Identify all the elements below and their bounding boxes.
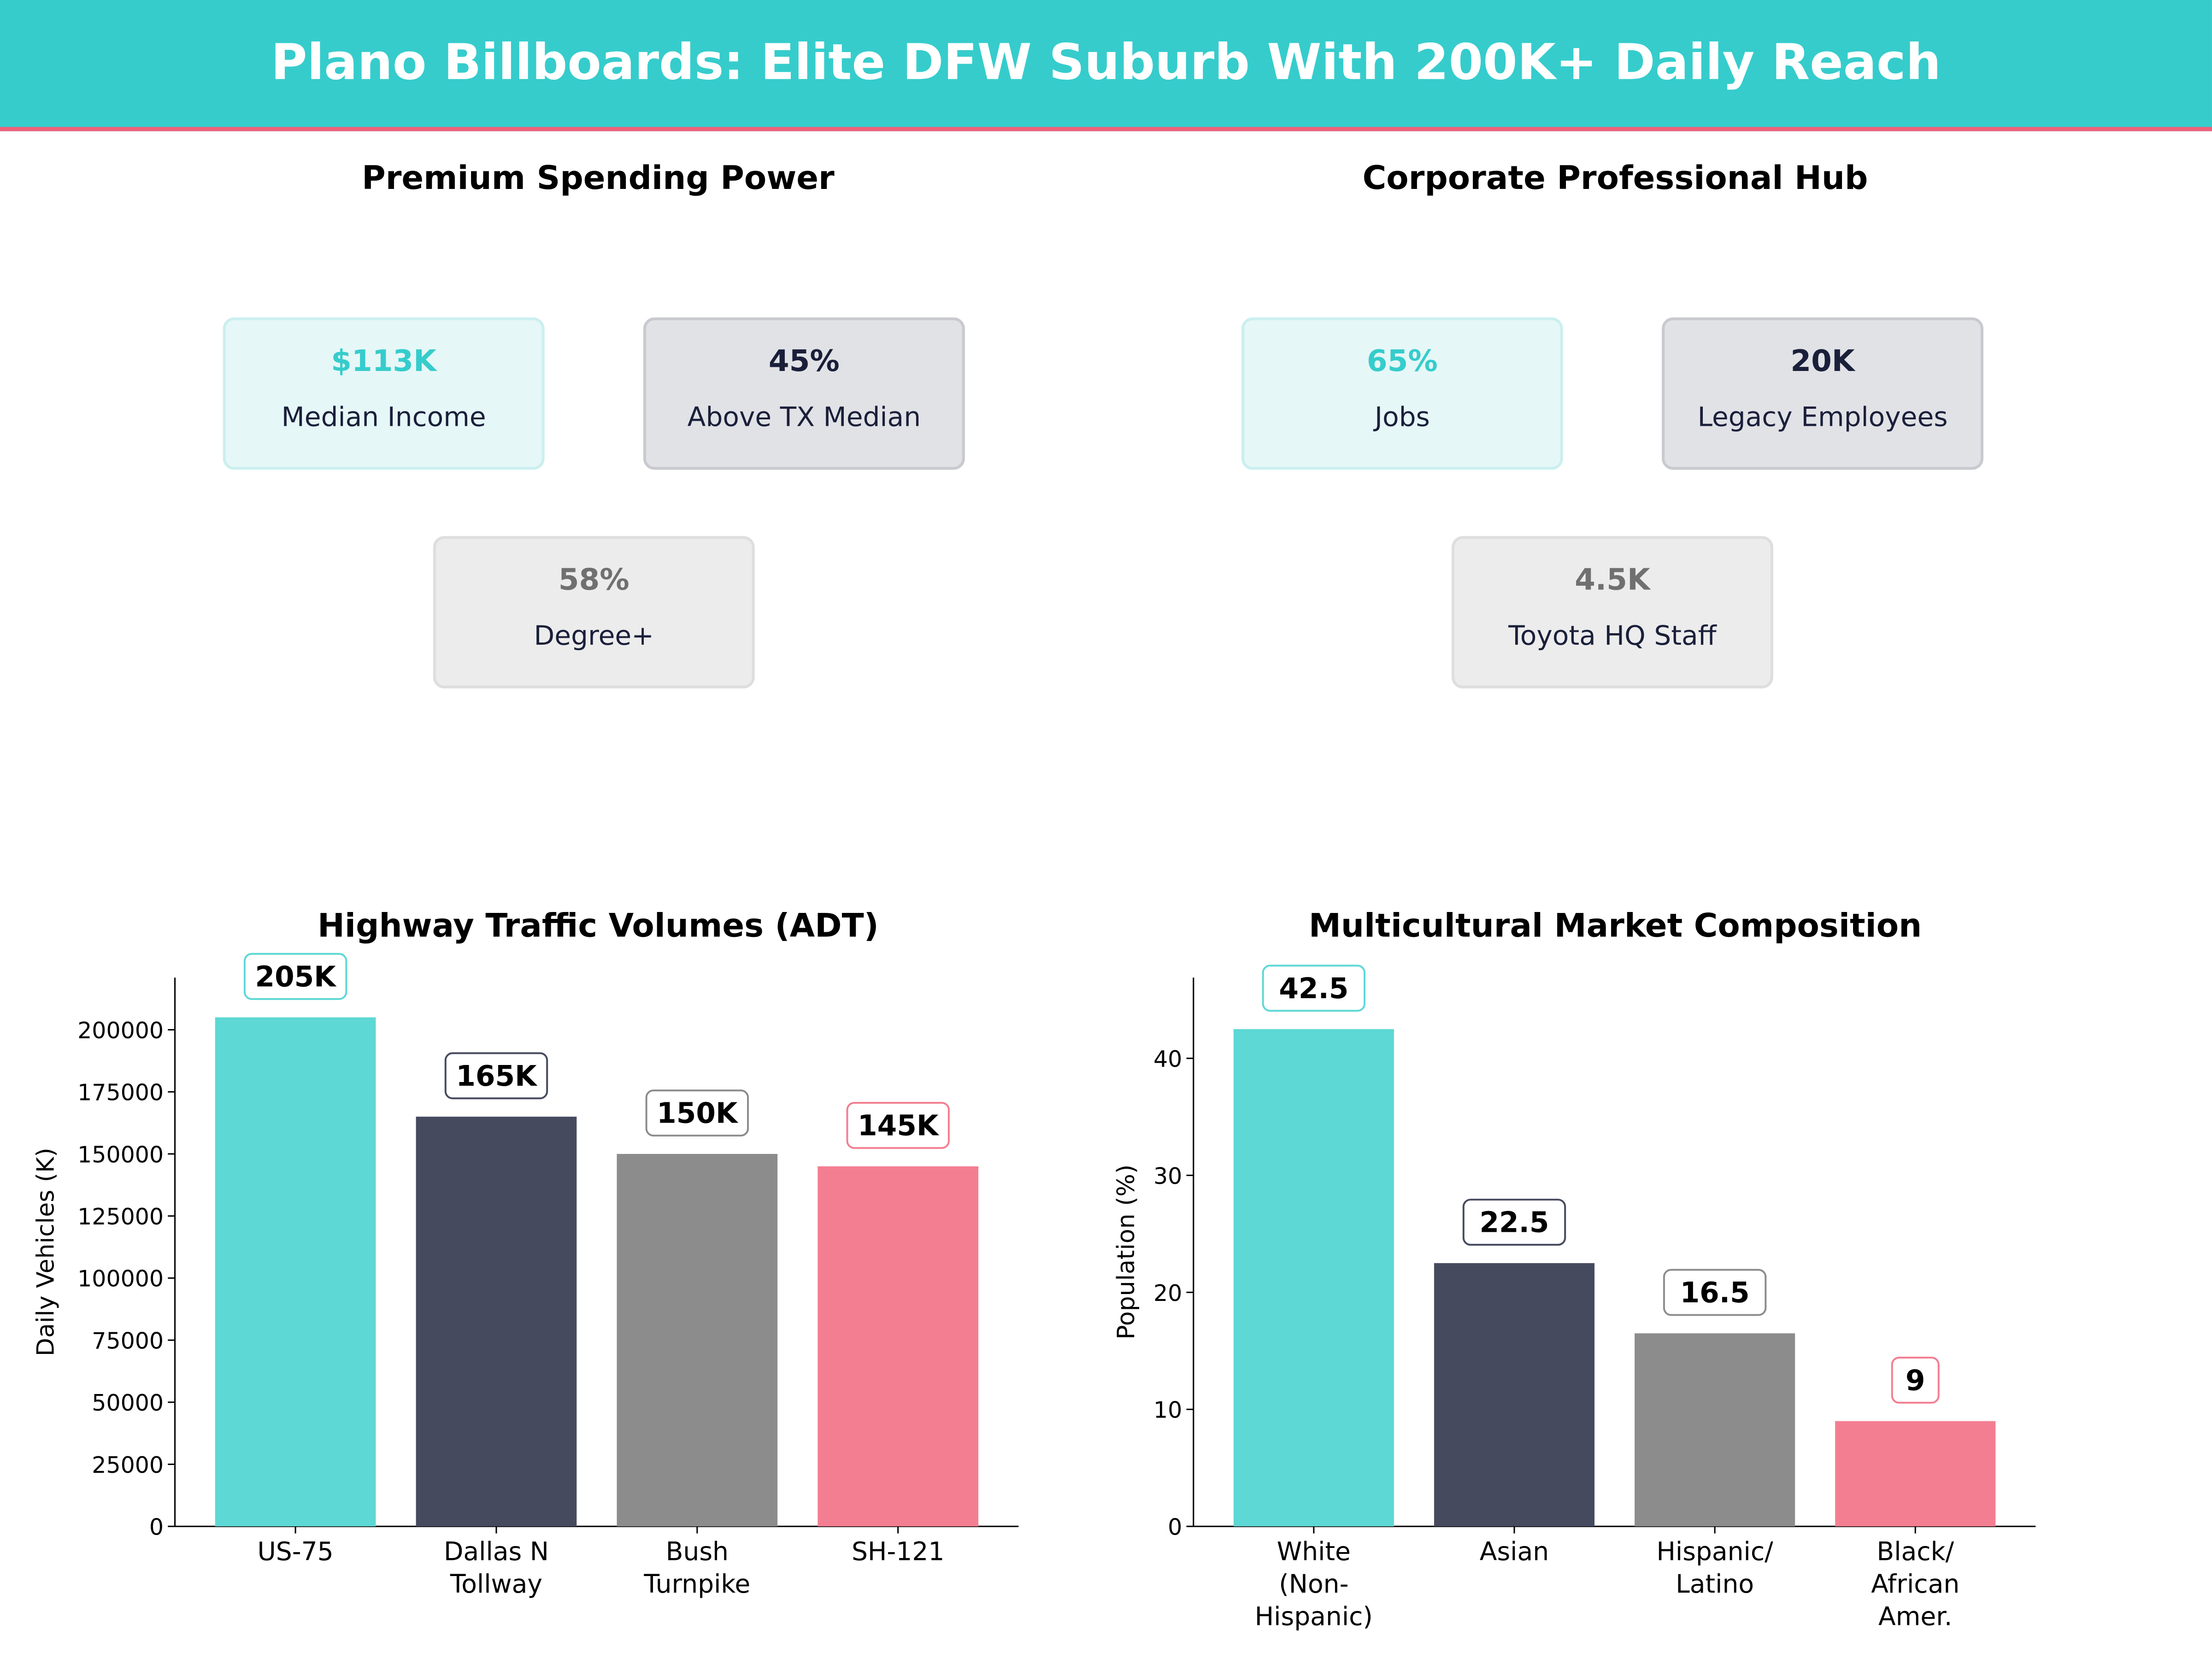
stat-card-degree: 58% Degree+ bbox=[433, 536, 755, 688]
stat-label: Median Income bbox=[281, 402, 486, 433]
y-tick-label: 40 bbox=[1153, 1046, 1182, 1072]
data-label-box bbox=[1262, 965, 1366, 1012]
x-tick-label: Dallas N bbox=[444, 1537, 549, 1566]
chart-title-multicultural: Multicultural Market Composition bbox=[1308, 908, 1922, 946]
x-tick-label: Asian bbox=[1480, 1537, 1549, 1566]
x-tick-label: US-75 bbox=[257, 1537, 333, 1566]
stat-value: 20K bbox=[1790, 344, 1855, 378]
stat-card-median-income: $113K Median Income bbox=[223, 317, 545, 470]
y-tick-label: 75000 bbox=[92, 1328, 164, 1354]
stat-label: Above TX Median bbox=[687, 402, 921, 433]
data-label-box bbox=[1462, 1199, 1566, 1246]
y-tick-label: 200000 bbox=[77, 1018, 164, 1044]
data-label: 9 bbox=[1906, 1364, 1925, 1397]
stat-label: Toyota HQ Staff bbox=[1508, 620, 1717, 652]
stat-card-toyota-hq: 4.5K Toyota HQ Staff bbox=[1451, 536, 1773, 688]
x-tick-label: Black/ bbox=[1877, 1537, 1954, 1566]
stat-card-jobs: 65% Jobs bbox=[1241, 317, 1563, 470]
y-tick-label: 125000 bbox=[77, 1204, 164, 1230]
stat-value: 58% bbox=[558, 563, 629, 597]
y-tick-label: 30 bbox=[1153, 1163, 1182, 1189]
stat-card-legacy-employees: 20K Legacy Employees bbox=[1662, 317, 1984, 470]
stat-label: Legacy Employees bbox=[1697, 402, 1948, 433]
data-label: 145K bbox=[858, 1110, 940, 1142]
y-tick-label: 175000 bbox=[77, 1080, 164, 1106]
x-tick-label: Hispanic/ bbox=[1656, 1537, 1773, 1566]
page-title: Plano Billboards: Elite DFW Suburb With … bbox=[271, 35, 1941, 92]
y-tick-label: 25000 bbox=[92, 1452, 164, 1478]
data-label: 42.5 bbox=[1279, 972, 1348, 1005]
x-tick-label: African bbox=[1871, 1569, 1959, 1599]
header-banner: Plano Billboards: Elite DFW Suburb With … bbox=[0, 0, 2212, 131]
x-tick-label: Turnpike bbox=[643, 1569, 750, 1599]
data-label: 16.5 bbox=[1680, 1277, 1750, 1309]
bar bbox=[818, 1166, 979, 1527]
bar bbox=[1233, 1029, 1394, 1527]
x-tick-label: SH-121 bbox=[852, 1537, 944, 1566]
data-label-box bbox=[645, 1089, 749, 1137]
stat-value: 45% bbox=[768, 344, 840, 378]
bar bbox=[617, 1153, 778, 1527]
stat-value: 4.5K bbox=[1575, 563, 1650, 597]
data-label-box bbox=[444, 1052, 548, 1100]
y-tick-label: 20 bbox=[1153, 1280, 1182, 1306]
data-label-box bbox=[243, 953, 347, 1000]
data-label: 165K bbox=[456, 1060, 538, 1093]
bar bbox=[1635, 1333, 1795, 1527]
x-tick-label: (Non- bbox=[1279, 1569, 1348, 1599]
y-tick-label: 150000 bbox=[77, 1141, 164, 1168]
y-tick-label: 0 bbox=[1168, 1514, 1182, 1541]
bar bbox=[1835, 1421, 1996, 1527]
data-label-box bbox=[846, 1102, 950, 1149]
x-tick-label: Bush bbox=[666, 1537, 729, 1566]
data-label-box bbox=[1891, 1356, 1940, 1404]
stat-label: Jobs bbox=[1374, 402, 1430, 433]
stat-card-above-tx-median: 45% Above TX Median bbox=[643, 317, 965, 470]
data-label: 150K bbox=[657, 1097, 739, 1130]
panel-title-corporate: Corporate Professional Hub bbox=[1362, 160, 1868, 198]
data-label: 205K bbox=[255, 960, 337, 993]
stat-value: $113K bbox=[331, 344, 437, 378]
data-label-box bbox=[1663, 1269, 1767, 1316]
y-axis-label: Daily Vehicles (K) bbox=[32, 1147, 59, 1356]
stat-value: 65% bbox=[1366, 344, 1438, 378]
chart-title-traffic: Highway Traffic Volumes (ADT) bbox=[318, 908, 879, 946]
y-tick-label: 0 bbox=[149, 1514, 164, 1541]
data-label: 22.5 bbox=[1479, 1206, 1549, 1239]
bar bbox=[416, 1117, 577, 1527]
bar bbox=[215, 1017, 376, 1527]
stat-label: Degree+ bbox=[534, 620, 654, 652]
x-tick-label: Amer. bbox=[1878, 1602, 1952, 1631]
y-tick-label: 10 bbox=[1153, 1397, 1182, 1424]
panel-title-spending: Premium Spending Power bbox=[362, 160, 835, 198]
x-tick-label: White bbox=[1277, 1537, 1351, 1566]
x-tick-label: Tollway bbox=[450, 1569, 542, 1599]
y-tick-label: 50000 bbox=[92, 1390, 164, 1416]
x-tick-label: Hispanic) bbox=[1255, 1602, 1373, 1631]
y-axis-label: Population (%) bbox=[1112, 1165, 1140, 1340]
bar bbox=[1434, 1263, 1595, 1527]
x-tick-label: Latino bbox=[1676, 1569, 1754, 1599]
y-tick-label: 100000 bbox=[77, 1266, 164, 1292]
